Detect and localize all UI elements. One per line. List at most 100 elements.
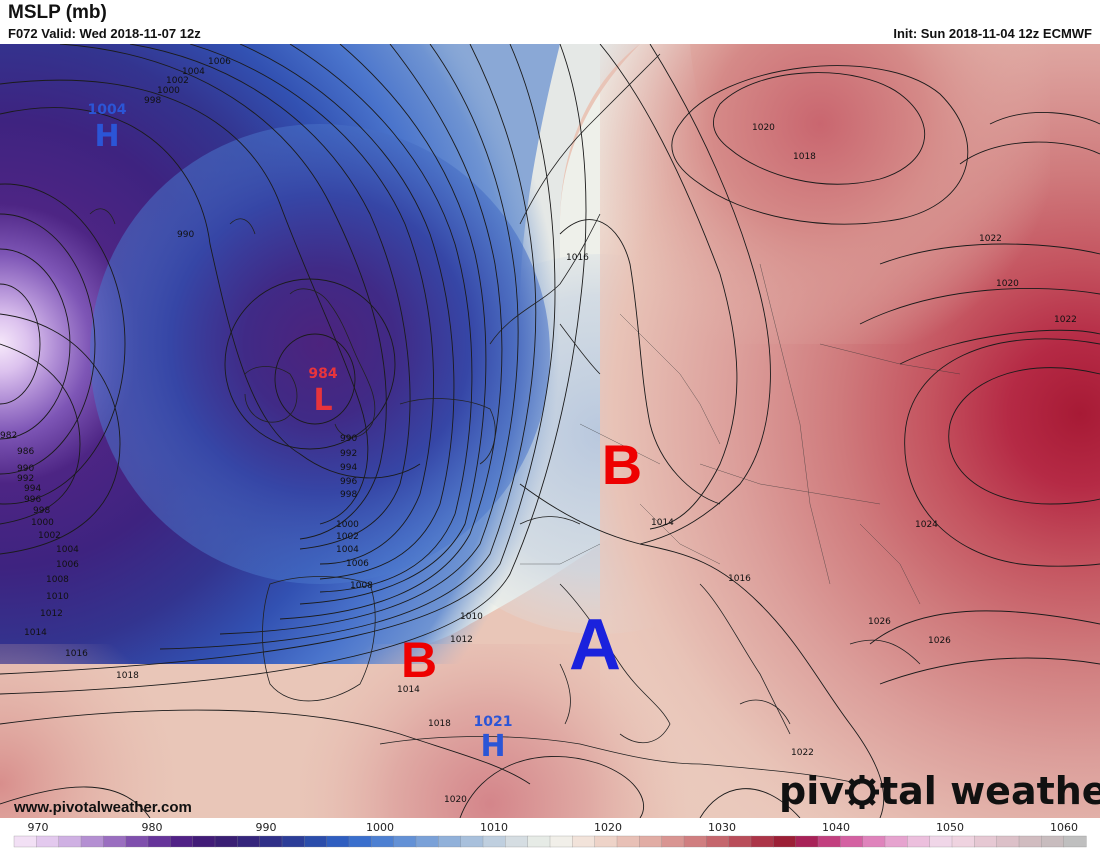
high-center-letter: H	[480, 729, 505, 764]
isobar-label: 992	[17, 474, 34, 484]
low-uk-gradient	[90, 124, 550, 584]
colorbar-swatch	[951, 835, 975, 848]
colorbar-swatch	[170, 835, 194, 848]
colorbar-swatch	[192, 835, 216, 848]
colorbar-swatch	[683, 835, 707, 848]
colorbar-swatch	[237, 835, 261, 848]
isobar-label: 1014	[24, 628, 47, 638]
low-center-984: 984 L	[308, 366, 337, 418]
mslp-map: 1006 1004 1002 1000 998 990 982 986 990 …	[0, 44, 1100, 818]
isobar-label: 1018	[116, 671, 139, 681]
colorbar-swatch	[36, 835, 60, 848]
colorbar-swatch	[817, 835, 841, 848]
colorbar-swatch	[594, 835, 618, 848]
colorbar-tick: 1060	[1050, 821, 1078, 834]
isobar-label: 1026	[928, 636, 951, 646]
colorbar-tick: 1030	[708, 821, 736, 834]
colorbar-swatch	[974, 835, 998, 848]
colorbar-tick: 990	[256, 821, 277, 834]
colorbar-tick: 970	[28, 821, 49, 834]
isobar-label: 1000	[157, 86, 180, 96]
isobar-label: 992	[340, 449, 357, 459]
isobar-label: 1002	[336, 532, 359, 542]
colorbar-swatch	[1018, 835, 1042, 848]
low-center-letter: L	[313, 383, 332, 418]
colorbar-tick: 1000	[366, 821, 394, 834]
colorbar-swatch	[862, 835, 886, 848]
colorbar-swatch	[884, 835, 908, 848]
header: MSLP (mb) F072 Valid: Wed 2018-11-07 12z…	[0, 0, 1100, 44]
isobar-label: 1016	[566, 253, 589, 263]
isobar-label: 1018	[428, 719, 451, 729]
colorbar-swatch	[103, 835, 127, 848]
colorbar-swatch	[505, 835, 529, 848]
colorbar-swatch	[527, 835, 551, 848]
colorbar-swatch	[549, 835, 573, 848]
isobar-label: 1002	[166, 76, 189, 86]
colorbar-swatch	[907, 835, 931, 848]
colorbar-swatch	[58, 835, 82, 848]
pressure-colorbar: 970 980 990 1000 1010 1020 1030 1040 105…	[0, 818, 1100, 850]
colorbar-swatch	[572, 835, 596, 848]
colorbar-swatch	[348, 835, 372, 848]
overlay-letter-a-italy: A	[569, 605, 621, 685]
isobar-label: 1022	[1054, 315, 1077, 325]
isobar-label: 990	[340, 434, 357, 444]
site-url: www.pivotalweather.com	[13, 799, 192, 816]
isobars	[0, 44, 1100, 818]
colorbar-swatch	[460, 835, 484, 848]
isobar-label: 1000	[31, 518, 54, 528]
colorbar-swatch	[750, 835, 774, 848]
isobar-label: 998	[33, 506, 50, 516]
isobar-label: 1006	[208, 57, 231, 67]
colorbar-swatch	[1041, 835, 1065, 848]
colorbar-swatch	[371, 835, 395, 848]
colorbar-swatch	[840, 835, 864, 848]
isobar-label: 1020	[444, 795, 467, 805]
isobar-label: 998	[340, 490, 357, 500]
isobar-label: 1014	[651, 518, 674, 528]
colorbar-tick: 1020	[594, 821, 622, 834]
isobar-labels: 1006 1004 1002 1000 998 990 982 986 990 …	[0, 57, 1077, 805]
isobar-label: 1002	[38, 531, 61, 541]
isobar-label: 1000	[336, 520, 359, 530]
colorbar-tick: 1010	[480, 821, 508, 834]
valid-time: F072 Valid: Wed 2018-11-07 12z	[8, 26, 201, 41]
map-canvas: 1006 1004 1002 1000 998 990 982 986 990 …	[0, 44, 1100, 818]
isobar-label: 986	[17, 447, 34, 457]
high-center-1021: 1021 H	[474, 714, 513, 764]
logo-gear-icon	[845, 775, 879, 809]
isobar-label: 1012	[450, 635, 473, 645]
high-center-1004: 1004 H	[88, 102, 127, 154]
colorbar-tick: 980	[142, 821, 163, 834]
isobar-label: 1004	[182, 67, 205, 77]
isobar-label: 998	[144, 96, 161, 106]
isobar-label: 1018	[793, 152, 816, 162]
colorbar-swatch	[728, 835, 752, 848]
colorbar-swatch	[639, 835, 663, 848]
colorbar-tick: 1050	[936, 821, 964, 834]
colorbar-swatch	[616, 835, 640, 848]
isobar-label: 1012	[40, 609, 63, 619]
colorbar-swatch	[214, 835, 238, 848]
low-center-value: 984	[308, 366, 337, 382]
isobar-label: 990	[17, 464, 34, 474]
colorbar-svg: 970 980 990 1000 1010 1020 1030 1040 105…	[13, 821, 1087, 848]
isobar-label: 1014	[397, 685, 420, 695]
isobar-label: 1022	[791, 748, 814, 758]
colorbar-swatch	[147, 835, 171, 848]
colorbar-swatch	[795, 835, 819, 848]
high-south-gradient	[300, 644, 700, 818]
high-center-value: 1021	[474, 714, 513, 730]
isobar-label: 994	[24, 484, 41, 494]
logo-text-right: tal weather	[880, 769, 1100, 813]
isobar-label: 994	[340, 463, 357, 473]
isobar-label: 996	[24, 495, 41, 505]
high-center-value: 1004	[88, 102, 127, 118]
isobar-label: 1016	[728, 574, 751, 584]
colorbar-swatch	[13, 835, 37, 848]
isobar-label: 1010	[46, 592, 69, 602]
overlay-letter-b-central: B	[602, 433, 642, 496]
isobar-label: 1006	[56, 560, 79, 570]
isobar-label: 1020	[752, 123, 775, 133]
